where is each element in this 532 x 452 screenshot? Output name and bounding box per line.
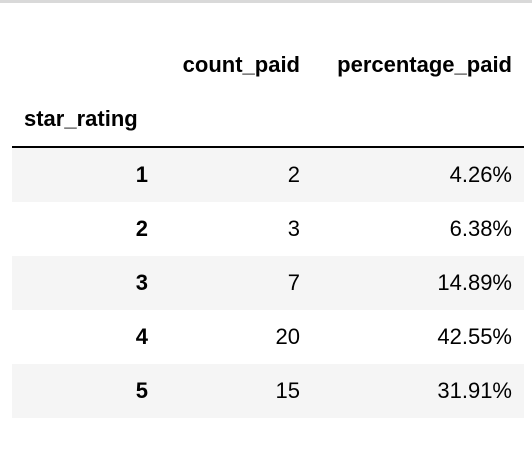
column-header-row: count_paid percentage_paid [12,38,524,92]
table-header: count_paid percentage_paid star_rating [12,38,524,147]
row-index: 2 [135,216,148,241]
row-index: 5 [135,378,148,403]
dataframe-output: count_paid percentage_paid star_rating 1… [12,38,524,418]
column-header-count-paid: count_paid [182,52,300,77]
table-body: 1 2 4.26% 2 3 6.38% 3 7 14.89% 4 20 42.5… [12,147,524,418]
cell-count-paid: 7 [287,270,300,295]
output-top-border [0,0,532,3]
cell-count-paid: 15 [275,378,300,403]
index-name-star-rating: star_rating [24,106,138,131]
table-row: 1 2 4.26% [12,147,524,202]
index-name-spacer [160,92,312,147]
column-header-percentage-paid: percentage_paid [337,52,512,77]
cell-count-paid: 2 [287,162,300,187]
cell-count-paid: 20 [275,324,300,349]
cell-percentage-paid: 4.26% [449,162,512,187]
table-row: 2 3 6.38% [12,202,524,256]
dataframe-table: count_paid percentage_paid star_rating 1… [12,38,524,418]
index-name-spacer [312,92,524,147]
row-index: 3 [135,270,148,295]
index-name-row: star_rating [12,92,524,147]
table-row: 3 7 14.89% [12,256,524,310]
cell-percentage-paid: 31.91% [437,378,512,403]
row-index: 1 [135,162,148,187]
cell-percentage-paid: 6.38% [449,216,512,241]
index-corner-cell [12,38,160,92]
table-row: 4 20 42.55% [12,310,524,364]
cell-percentage-paid: 42.55% [437,324,512,349]
table-row: 5 15 31.91% [12,364,524,418]
row-index: 4 [135,324,148,349]
cell-count-paid: 3 [287,216,300,241]
cell-percentage-paid: 14.89% [437,270,512,295]
